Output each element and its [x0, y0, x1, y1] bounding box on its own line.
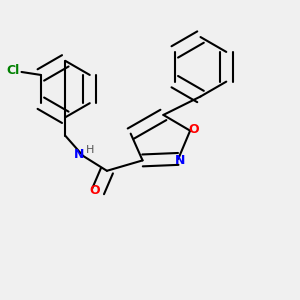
Text: N: N: [175, 154, 185, 167]
Text: O: O: [188, 123, 199, 136]
Text: H: H: [86, 145, 95, 155]
Text: Cl: Cl: [7, 64, 20, 77]
Text: N: N: [74, 148, 85, 161]
Text: O: O: [89, 184, 100, 196]
